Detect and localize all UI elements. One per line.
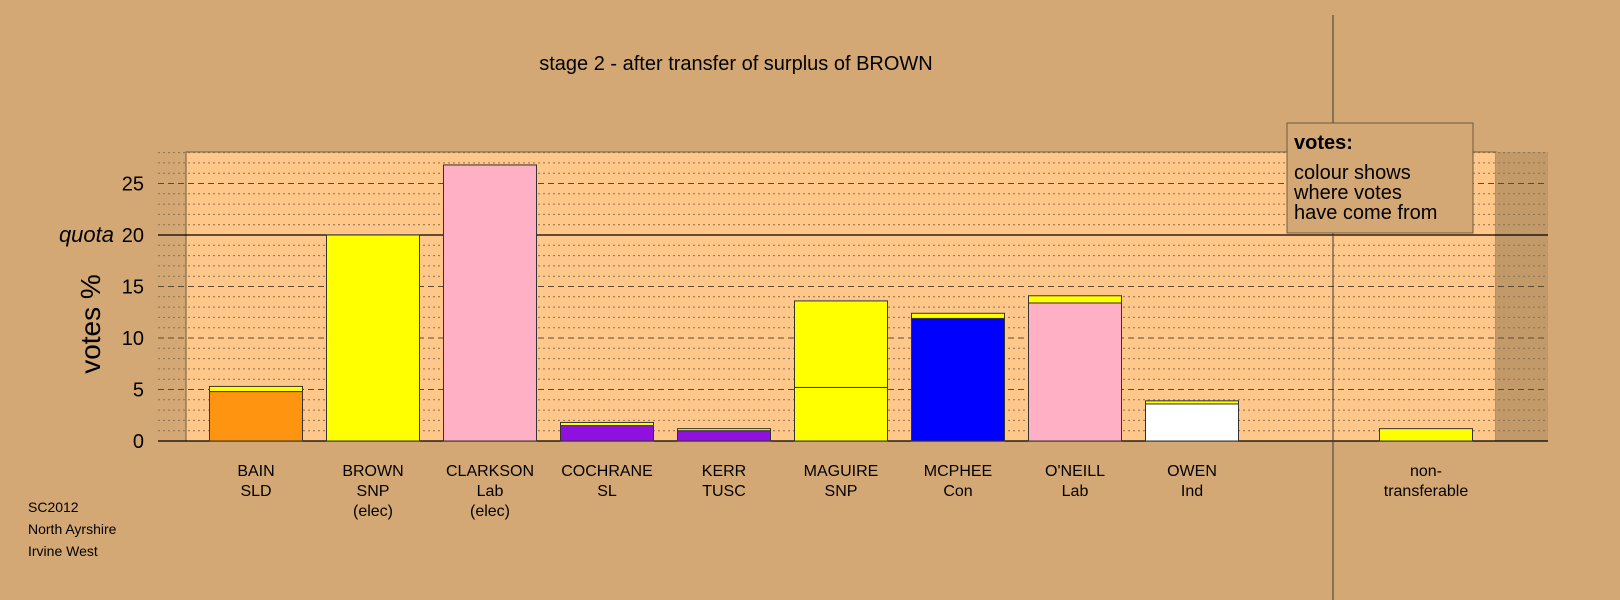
x-tick-label-party: Lab [1062,483,1089,500]
x-tick-label-name: BROWN [342,463,403,480]
x-tick-label-name: BAIN [237,463,274,480]
legend-line: colour shows [1294,162,1411,184]
footer: SC2012 North Ayrshire Irvine West [28,496,116,562]
bar-segment [911,317,1005,442]
bar-segment [794,300,888,388]
bar-segment [1028,295,1122,304]
bar-segment [677,428,771,432]
bar-segment [911,312,1005,319]
x-tick-label-party: Con [943,483,972,500]
legend-line: where votes [1293,182,1402,204]
x-tick-label-name: CLARKSON [446,463,534,480]
quota-label: quota [59,222,114,247]
bars [209,164,1473,442]
x-tick-label-name: non- [1410,463,1442,480]
x-tick-label-name: COCHRANE [561,463,653,480]
y-axis: 0 5 10 15 20 25 quota [59,174,144,454]
bar-segment [1379,428,1473,442]
x-tick-label-party: TUSC [702,483,746,500]
footer-council: North Ayrshire [28,521,117,537]
legend-box [1286,122,1474,234]
x-tick-label-status: (elec) [353,503,393,520]
bar-segment [560,421,654,427]
x-tick-label-name: MCPHEE [924,463,992,480]
bar-segment [1145,403,1239,442]
x-tick-label-name: MAGUIRE [804,463,879,480]
bar-segment [209,385,303,393]
bar-segment [326,234,420,442]
x-tick-label-party: Lab [477,483,504,500]
x-tick-label-party: SL [597,483,617,500]
x-tick-label-party: transferable [1384,483,1469,500]
x-tick-label-name: O'NEILL [1045,463,1105,480]
footer-ward: Irvine West [28,543,98,559]
y-tick-label: 20 [122,225,144,247]
x-tick-label-name: KERR [702,463,746,480]
y-tick-label: 25 [122,174,144,196]
bar-segment [1028,302,1122,442]
legend-title: votes: [1294,132,1353,154]
bar-segment [1145,400,1239,405]
bar-segment [677,430,771,442]
bar-segment [560,425,654,442]
y-tick-label: 5 [133,380,144,402]
chart-title: stage 2 - after transfer of surplus of B… [539,53,932,75]
bar-segment [209,391,303,442]
x-axis-labels: BAIN SLD BROWN SNP (elec) CLARKSON Lab (elec) CO… [237,463,1468,520]
bar-segment [443,164,537,442]
legend: votes: colour shows where votes have com… [1286,122,1474,234]
x-tick-label-party: SLD [240,483,271,500]
bar-segment [794,386,888,442]
x-tick-label-name: OWEN [1167,463,1217,480]
legend-line: have come from [1294,202,1437,224]
y-tick-label: 15 [122,277,144,299]
footer-election: SC2012 [28,499,79,515]
y-axis-label: votes % [75,274,106,374]
x-tick-label-party: Ind [1181,483,1203,500]
y-tick-label: 10 [122,328,144,350]
x-tick-label-party: SNP [357,483,390,500]
x-tick-label-status: (elec) [470,503,510,520]
x-tick-label-party: SNP [825,483,858,500]
y-tick-label: 0 [133,431,144,453]
